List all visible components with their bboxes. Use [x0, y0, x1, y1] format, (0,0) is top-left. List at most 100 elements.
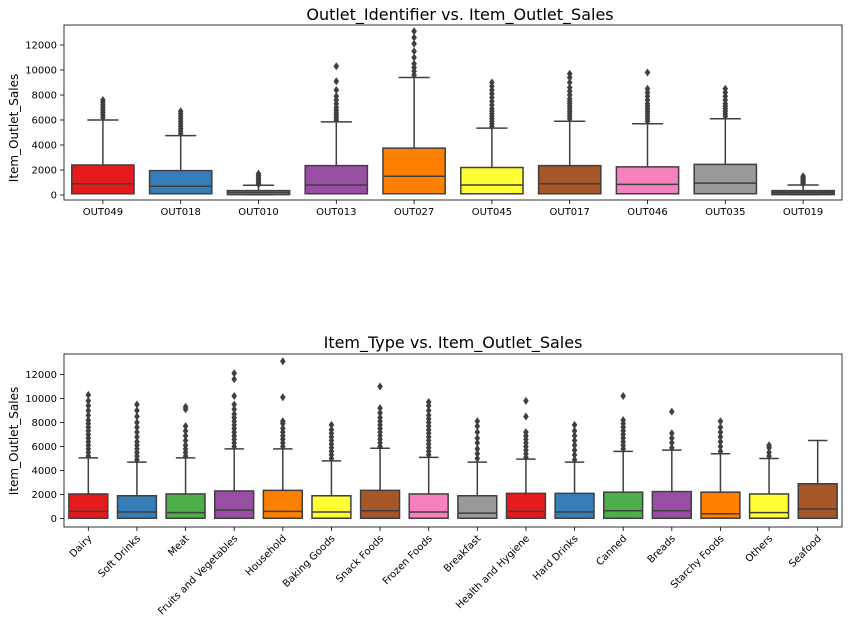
- box-iqr: [262, 489, 304, 519]
- outlier-point: [85, 406, 92, 415]
- outlier-point: [523, 412, 529, 421]
- outlier-point: [571, 431, 578, 440]
- outlier-point: [134, 406, 140, 415]
- outlier-point: [255, 169, 262, 178]
- box-iqr: [382, 147, 446, 195]
- outlier-point: [474, 428, 481, 437]
- outlier-point: [328, 425, 335, 434]
- outlier-point: [717, 417, 724, 426]
- outlier-point: [669, 429, 675, 438]
- outlier-point: [474, 449, 481, 458]
- bottom-x-tick-label: Baking Goods: [281, 533, 338, 590]
- outlier-point: [411, 27, 417, 36]
- box-iqr: [71, 164, 135, 195]
- top-y-tick-label: 10000: [25, 66, 57, 77]
- outlier-point: [134, 400, 140, 409]
- outlier-point: [425, 398, 432, 407]
- bottom-box-baking-goods: [311, 420, 352, 519]
- outlier-point: [182, 426, 189, 435]
- outlier-point: [425, 406, 432, 415]
- box-iqr: [304, 164, 369, 195]
- outlier-point: [669, 438, 675, 447]
- bottom-x-tick-label: Breakfast: [442, 533, 483, 574]
- top-boxes: [71, 27, 835, 196]
- bottom-y-tick-label: 6000: [32, 442, 57, 453]
- outlier-point: [231, 392, 237, 401]
- outlier-point: [182, 431, 189, 440]
- outlier-point: [523, 428, 529, 437]
- bottom-y-tick-label: 4000: [32, 466, 57, 477]
- top-box-out019: [771, 172, 835, 196]
- outlier-point: [231, 369, 237, 378]
- bottom-box-meat: [165, 402, 206, 519]
- bottom-axes-frame: [63, 353, 843, 528]
- outlier-point: [571, 450, 578, 459]
- outlier-point: [566, 78, 573, 87]
- outlier-point: [134, 432, 140, 441]
- outlier-point: [669, 443, 675, 452]
- top-box-out046: [615, 68, 680, 195]
- box-iqr: [693, 163, 758, 195]
- box-iqr: [797, 483, 838, 519]
- outlier-point: [474, 434, 481, 443]
- outlier-point: [571, 441, 578, 450]
- outlier-point: [85, 396, 92, 405]
- bottom-x-tick-label: Dairy: [68, 533, 95, 560]
- outlier-point: [411, 47, 417, 56]
- outlier-point: [177, 107, 184, 116]
- outlier-point: [333, 62, 340, 71]
- bottom-x-tick-label: Frozen Foods: [381, 533, 435, 587]
- top-box-out045: [460, 78, 524, 195]
- top-box-out035: [693, 84, 758, 195]
- box-iqr: [460, 166, 524, 195]
- outlier-point: [722, 84, 729, 93]
- outlier-point: [411, 39, 417, 48]
- bottom-boxes: [68, 357, 838, 519]
- outlier-point: [328, 420, 335, 429]
- outlier-point: [620, 416, 626, 425]
- outlier-point: [523, 396, 529, 405]
- outlier-point: [134, 437, 140, 446]
- bottom-box-canned: [602, 392, 644, 519]
- top-y-tick-label: 12000: [25, 41, 57, 52]
- top-x-tick-label: OUT018: [161, 207, 201, 218]
- outlier-point: [474, 444, 481, 453]
- outlier-point: [669, 434, 675, 443]
- outlier-point: [717, 423, 724, 432]
- outlier-point: [280, 357, 286, 366]
- outlier-point: [134, 423, 140, 432]
- outlier-point: [717, 442, 724, 451]
- top-x-tick-label: OUT035: [705, 207, 745, 218]
- outlier-point: [182, 441, 189, 450]
- top-x-tick-label: OUT046: [627, 207, 667, 218]
- box-iqr: [213, 490, 255, 519]
- bottom-y-axis-label: Item_Outlet_Sales: [7, 387, 21, 495]
- box-iqr: [537, 164, 602, 195]
- top-box-out027: [382, 27, 446, 195]
- outlier-point: [766, 441, 772, 450]
- outlier-point: [411, 59, 417, 68]
- bottom-x-tick-label: Starchy Foods: [669, 533, 727, 591]
- outlier-point: [85, 390, 92, 399]
- outlier-point: [571, 436, 578, 445]
- box-iqr: [748, 493, 790, 519]
- top-box-out049: [71, 96, 135, 195]
- bottom-box-fruits-and-vegetables: [213, 369, 255, 519]
- bottom-box-breakfast: [457, 417, 498, 519]
- box-iqr: [311, 495, 352, 519]
- top-x-ticks: OUT049 OUT018 OUT010 OUT013 OUT027 OUT045 OUT0…: [83, 200, 823, 218]
- outlier-point: [474, 438, 481, 447]
- bottom-box-dairy: [68, 390, 109, 519]
- outlier-point: [85, 401, 92, 410]
- outlier-point: [231, 405, 237, 414]
- top-y-ticks: 0 2000 4000 6000 8000 10000 12000: [25, 41, 64, 202]
- top-axes-frame: [63, 24, 843, 201]
- box-iqr: [165, 493, 206, 519]
- outlier-point: [100, 96, 106, 104]
- bottom-x-tick-label: Snack Foods: [334, 533, 386, 585]
- outlier-point: [182, 402, 189, 411]
- outlier-point: [566, 69, 573, 78]
- bottom-box-others: [748, 441, 790, 519]
- outlier-point: [425, 411, 432, 420]
